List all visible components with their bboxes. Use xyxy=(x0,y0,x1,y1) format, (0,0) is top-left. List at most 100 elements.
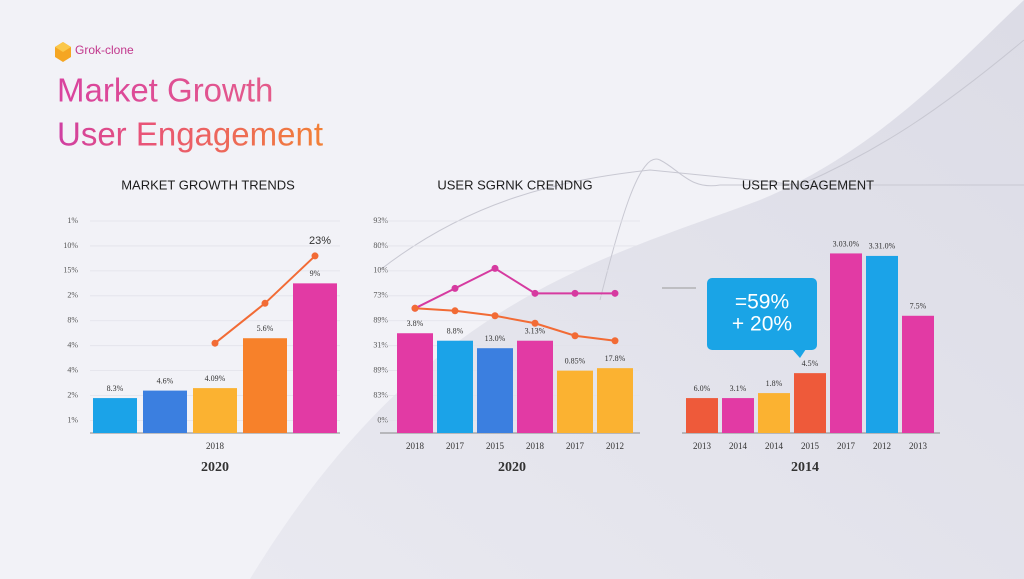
y-tick-label: 2% xyxy=(67,291,78,300)
line-point xyxy=(531,319,539,327)
annotation: 23% xyxy=(309,235,331,247)
x-tick-label: 2017 xyxy=(566,441,585,451)
line-point xyxy=(451,284,459,292)
y-tick-label: 89% xyxy=(373,365,388,374)
bar xyxy=(477,348,513,433)
callout-box xyxy=(707,278,817,350)
line-point xyxy=(531,289,539,297)
x-tick-label: 2014 xyxy=(765,441,784,451)
bar xyxy=(686,398,718,433)
bar xyxy=(557,370,593,433)
data-label: 3.31.0% xyxy=(869,242,896,251)
callout-tail xyxy=(792,349,806,358)
line-point xyxy=(211,339,219,347)
swoosh xyxy=(250,0,1024,579)
data-label: 4.09% xyxy=(205,374,226,383)
deco-line xyxy=(599,158,1024,301)
x-tick-label: 2017 xyxy=(446,441,465,451)
x-tick-label: 2015 xyxy=(801,441,820,451)
x-tick-label: 2017 xyxy=(837,441,856,451)
y-tick-label: 0% xyxy=(377,415,388,424)
bar xyxy=(437,340,473,433)
bar xyxy=(830,253,862,433)
bar xyxy=(293,283,337,433)
bar xyxy=(243,338,287,433)
line-point xyxy=(411,304,419,312)
chart-caption: 2014 xyxy=(791,460,819,475)
data-label: 3.1% xyxy=(730,384,747,393)
brand: Grok-clone xyxy=(75,43,134,57)
bar xyxy=(597,368,633,433)
deco-line xyxy=(379,39,1024,271)
y-tick-label: 10% xyxy=(373,266,388,275)
bar xyxy=(143,390,187,433)
line-point xyxy=(611,337,619,345)
y-tick-label: 2% xyxy=(67,390,78,399)
y-tick-label: 8% xyxy=(67,316,78,325)
x-tick-label: 2012 xyxy=(873,441,891,451)
data-label: 7.5% xyxy=(910,302,927,311)
y-tick-label: 1% xyxy=(67,415,78,424)
line-point xyxy=(491,312,499,320)
x-tick-label: 2013 xyxy=(909,441,928,451)
y-tick-label: 83% xyxy=(373,390,388,399)
line-point xyxy=(311,252,319,260)
bar xyxy=(193,388,237,433)
x-tick-label: 2012 xyxy=(606,441,624,451)
bar xyxy=(517,340,553,433)
bar xyxy=(722,398,754,433)
y-tick-label: 4% xyxy=(67,341,78,350)
x-tick-label: 2014 xyxy=(729,441,748,451)
line xyxy=(414,307,616,342)
line-point xyxy=(451,307,459,315)
data-label: 9% xyxy=(310,269,321,278)
y-tick-label: 89% xyxy=(373,316,388,325)
bar xyxy=(902,315,934,433)
bar xyxy=(93,398,137,433)
line-point xyxy=(491,264,499,272)
line xyxy=(414,267,615,310)
x-tick-label: 2013 xyxy=(693,441,712,451)
y-tick-label: 93% xyxy=(373,216,388,225)
logo xyxy=(55,42,71,62)
x-tick-label: 2018 xyxy=(206,441,225,451)
data-label: 3.8% xyxy=(407,319,424,328)
page-subtitle: User Engagement xyxy=(57,116,323,153)
y-tick-label: 80% xyxy=(373,241,388,250)
x-tick-label: 2018 xyxy=(526,441,545,451)
line-point xyxy=(571,332,579,340)
chart-caption: 2020 xyxy=(498,460,526,475)
chart-title: USER SGRNK CRENDNG xyxy=(437,177,592,192)
bar xyxy=(758,393,790,433)
bar xyxy=(866,255,898,433)
chart-title: MARKET GROWTH TRENDS xyxy=(121,177,295,192)
y-tick-label: 4% xyxy=(67,365,78,374)
callout-text: + 20% xyxy=(732,313,792,336)
bar xyxy=(794,373,826,433)
page-title: Market Growth xyxy=(57,72,273,109)
line-point xyxy=(261,299,269,307)
line-point xyxy=(611,289,619,297)
data-label: 6.0% xyxy=(694,384,711,393)
data-label: 3.13% xyxy=(525,327,546,336)
data-label: 8.8% xyxy=(447,327,464,336)
y-tick-label: 15% xyxy=(63,266,78,275)
chart-title: USER ENGAGEMENT xyxy=(742,177,874,192)
chart-caption: 2020 xyxy=(201,460,229,475)
x-tick-label: 2015 xyxy=(486,441,505,451)
x-tick-label: 2018 xyxy=(406,441,425,451)
y-tick-label: 1% xyxy=(67,216,78,225)
data-label: 1.8% xyxy=(766,379,783,388)
data-label: 0.85% xyxy=(565,356,586,365)
data-label: 4.5% xyxy=(802,359,819,368)
bar xyxy=(397,333,433,433)
data-label: 4.6% xyxy=(157,376,174,385)
y-tick-label: 31% xyxy=(373,341,388,350)
y-tick-label: 73% xyxy=(373,291,388,300)
line-point xyxy=(571,289,579,297)
data-label: 17.8% xyxy=(605,354,626,363)
data-label: 8.3% xyxy=(107,384,124,393)
data-label: 13.0% xyxy=(485,334,506,343)
data-label: 5.6% xyxy=(257,324,274,333)
